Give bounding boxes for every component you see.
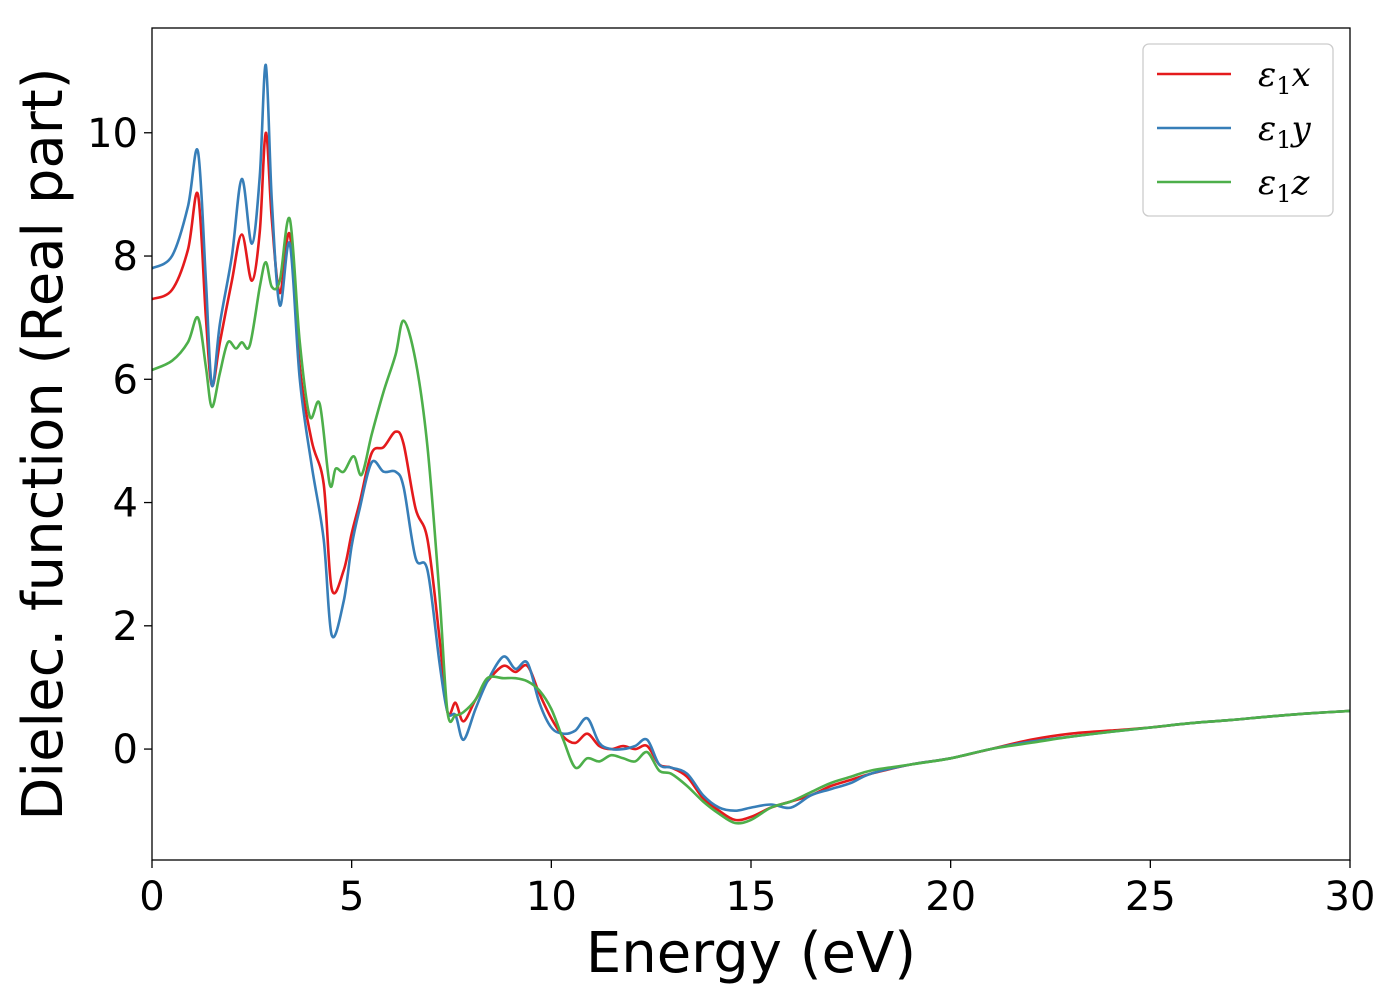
y-tick-label: 0 bbox=[113, 727, 138, 773]
x-tick-label: 20 bbox=[925, 874, 976, 920]
x-tick-label: 10 bbox=[526, 874, 577, 920]
series-line-y bbox=[152, 63, 1350, 812]
x-tick-label: 30 bbox=[1325, 874, 1376, 920]
series-line-z bbox=[152, 216, 1350, 825]
y-tick-label: 6 bbox=[113, 357, 138, 403]
x-axis-label: Energy (eV) bbox=[586, 921, 916, 986]
legend-box bbox=[1142, 43, 1334, 217]
y-tick-label: 4 bbox=[113, 481, 138, 527]
series-layer bbox=[152, 63, 1350, 825]
x-tick-label: 0 bbox=[139, 874, 164, 920]
x-tick-label: 25 bbox=[1125, 874, 1176, 920]
y-tick-label: 10 bbox=[87, 111, 138, 157]
legend-label-z: ε1z bbox=[1258, 163, 1311, 208]
legend-items: ε1x ε1y ε1z bbox=[1157, 55, 1312, 208]
legend-label-x: ε1x bbox=[1258, 55, 1311, 100]
legend-label-y: ε1y bbox=[1258, 109, 1312, 154]
x-tick-label: 5 bbox=[339, 874, 364, 920]
x-axis-ticks: 0 5 10 15 20 25 30 bbox=[139, 860, 1375, 920]
y-axis-label: Dielec. function (Real part) bbox=[11, 67, 76, 820]
y-tick-label: 8 bbox=[113, 234, 138, 280]
y-tick-label: 2 bbox=[113, 604, 138, 650]
y-axis-ticks: 0 2 4 6 8 10 bbox=[87, 111, 152, 773]
x-tick-label: 15 bbox=[726, 874, 777, 920]
series-line-x bbox=[152, 131, 1350, 822]
legend: ε1x ε1y ε1z bbox=[1142, 43, 1334, 217]
